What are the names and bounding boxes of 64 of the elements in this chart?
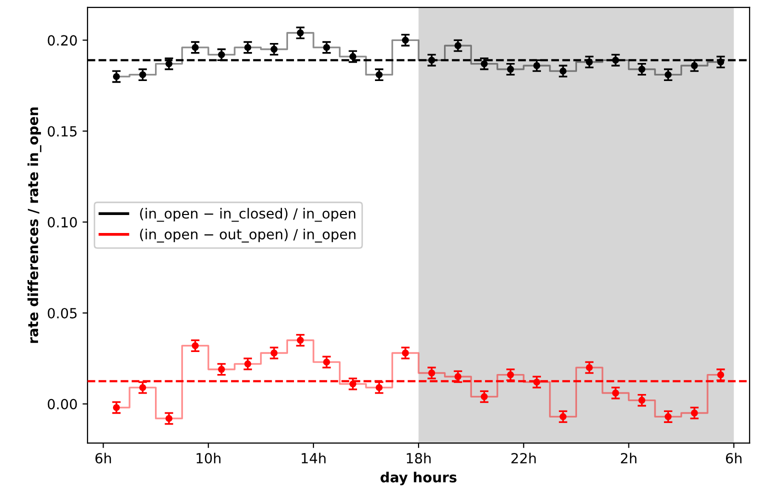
x-tick-label: 18h bbox=[406, 452, 431, 464]
point bbox=[717, 58, 724, 66]
point bbox=[270, 46, 278, 53]
point bbox=[165, 415, 172, 422]
point bbox=[323, 358, 330, 366]
point bbox=[664, 71, 672, 78]
point bbox=[638, 396, 646, 404]
point bbox=[690, 410, 698, 416]
x-tick-label: 6h bbox=[726, 452, 742, 464]
y-tick-label: 0.00 bbox=[48, 398, 77, 410]
point bbox=[507, 66, 514, 73]
point bbox=[218, 366, 225, 373]
point bbox=[244, 360, 252, 368]
point bbox=[560, 68, 567, 75]
x-tick-label: 10h bbox=[196, 452, 220, 464]
point bbox=[244, 44, 252, 51]
y-axis-title: rate differences / rate in_open bbox=[27, 107, 42, 343]
point bbox=[376, 384, 383, 392]
point bbox=[533, 62, 540, 70]
point bbox=[428, 56, 436, 64]
point bbox=[296, 29, 304, 36]
point bbox=[323, 44, 330, 51]
y-tick-label: 0.05 bbox=[48, 308, 77, 318]
point bbox=[270, 350, 278, 356]
point bbox=[454, 373, 462, 380]
point bbox=[586, 58, 593, 66]
point bbox=[112, 73, 120, 80]
point bbox=[612, 56, 620, 64]
point bbox=[428, 370, 436, 376]
point bbox=[139, 71, 146, 78]
x-tick-label: 6h bbox=[95, 452, 111, 464]
point bbox=[533, 378, 540, 386]
legend-label: (in_open − in_closed) / in_open bbox=[140, 208, 356, 222]
x-tick-label: 2h bbox=[620, 452, 636, 464]
point bbox=[218, 51, 225, 58]
point bbox=[717, 371, 724, 378]
y-tick-label: 0.10 bbox=[48, 217, 77, 228]
y-tick-label: 0.20 bbox=[48, 35, 77, 46]
x-tick-label: 22h bbox=[511, 452, 536, 464]
x-axis-title: day hours bbox=[380, 472, 456, 486]
point bbox=[586, 364, 593, 372]
point bbox=[402, 350, 409, 356]
point bbox=[165, 60, 172, 68]
point bbox=[638, 66, 646, 73]
point bbox=[560, 413, 567, 420]
point bbox=[612, 390, 620, 396]
point bbox=[192, 342, 199, 350]
point bbox=[349, 53, 356, 60]
point bbox=[507, 371, 514, 378]
point bbox=[139, 384, 146, 392]
point bbox=[192, 44, 199, 51]
legend-label: (in_open − out_open) / in_open bbox=[140, 228, 356, 243]
point bbox=[112, 404, 120, 412]
point bbox=[480, 393, 488, 400]
point bbox=[454, 42, 462, 50]
point bbox=[402, 36, 409, 44]
point bbox=[296, 336, 304, 344]
x-tick-label: 14h bbox=[302, 452, 326, 464]
point bbox=[376, 71, 383, 78]
point bbox=[349, 380, 356, 388]
point bbox=[480, 60, 488, 68]
point bbox=[664, 413, 672, 420]
y-tick-label: 0.15 bbox=[48, 126, 77, 137]
point bbox=[690, 62, 698, 70]
